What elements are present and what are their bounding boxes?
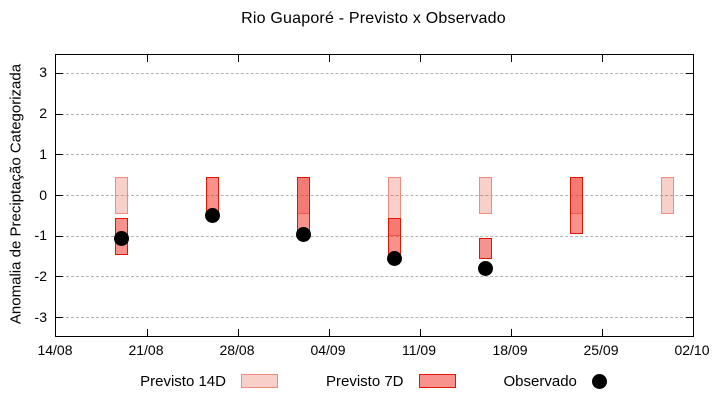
x-tick xyxy=(419,329,421,336)
x-tick-label: 18/09 xyxy=(492,342,528,358)
observado-dot xyxy=(204,208,220,224)
y-tick xyxy=(686,317,693,319)
previsto-14d-bar xyxy=(660,177,674,214)
x-tick xyxy=(146,55,148,62)
x-tick xyxy=(419,55,421,62)
x-tick-label: 04/09 xyxy=(310,342,346,358)
observado-dot xyxy=(386,251,402,267)
x-tick-label: 25/09 xyxy=(583,342,619,358)
x-tick xyxy=(510,329,512,336)
y-tick-label: -1 xyxy=(34,227,47,244)
previsto-7d-bar xyxy=(478,238,492,259)
x-tick-label: 28/08 xyxy=(219,342,255,358)
y-tick xyxy=(686,113,693,115)
gridline xyxy=(56,154,693,156)
observado-swatch-dot xyxy=(591,373,607,389)
y-tick xyxy=(56,72,63,74)
plot-area xyxy=(55,54,694,337)
previsto-7d-bar xyxy=(387,217,401,255)
x-tick xyxy=(328,55,330,62)
observado-dot xyxy=(477,261,493,277)
x-tick-label: 21/08 xyxy=(128,342,164,358)
y-tick xyxy=(686,235,693,237)
legend-label-previsto-14d: Previsto 14D xyxy=(140,372,226,390)
observado-dot xyxy=(113,230,129,246)
x-tick xyxy=(146,329,148,336)
y-tick-label: -3 xyxy=(34,308,47,325)
legend-entry-observado: Observado xyxy=(504,373,607,390)
y-tick xyxy=(56,235,63,237)
x-tick xyxy=(601,55,603,62)
legend: Previsto 14D Previsto 7D Observado xyxy=(55,368,692,394)
y-tick-label: 0 xyxy=(39,186,47,203)
y-tick-label: 3 xyxy=(39,64,47,81)
x-tick-label: 02/10 xyxy=(674,342,710,358)
gridline xyxy=(56,72,693,74)
gridline xyxy=(56,276,693,278)
gridline xyxy=(56,235,693,237)
chart-title: Rio Guaporé - Previsto x Observado xyxy=(241,10,506,27)
gridline xyxy=(56,317,693,319)
legend-entry-previsto-7d: Previsto 7D xyxy=(326,373,456,390)
x-tick xyxy=(510,55,512,62)
y-tick xyxy=(686,72,693,74)
y-tick xyxy=(56,113,63,115)
x-tick xyxy=(237,329,239,336)
previsto-7d-bar xyxy=(569,177,583,235)
y-tick xyxy=(56,195,63,196)
y-tick xyxy=(686,195,693,196)
x-tick xyxy=(328,329,330,336)
legend-label-observado: Observado xyxy=(503,372,577,390)
previsto-7d-swatch xyxy=(418,374,456,388)
x-tick xyxy=(237,55,239,62)
y-tick xyxy=(56,317,63,319)
previsto-14d-bar xyxy=(478,177,492,214)
previsto-14d-bar xyxy=(114,177,128,214)
legend-label-previsto-7d: Previsto 7D xyxy=(325,372,404,390)
legend-entry-previsto-14d: Previsto 14D xyxy=(140,373,278,390)
gridline xyxy=(56,113,693,115)
x-tick-label: 14/08 xyxy=(37,342,73,358)
x-tick xyxy=(601,329,603,336)
observado-dot xyxy=(295,226,311,242)
gridline xyxy=(56,195,693,196)
y-tick xyxy=(56,276,63,278)
y-tick xyxy=(686,154,693,156)
y-tick xyxy=(56,154,63,156)
x-tick-label: 11/09 xyxy=(402,342,436,358)
previsto-14d-swatch xyxy=(240,374,278,388)
y-tick-label: 1 xyxy=(39,145,47,162)
y-tick-label: 2 xyxy=(39,105,47,122)
y-tick-label: -2 xyxy=(34,267,47,284)
y-tick xyxy=(686,276,693,278)
